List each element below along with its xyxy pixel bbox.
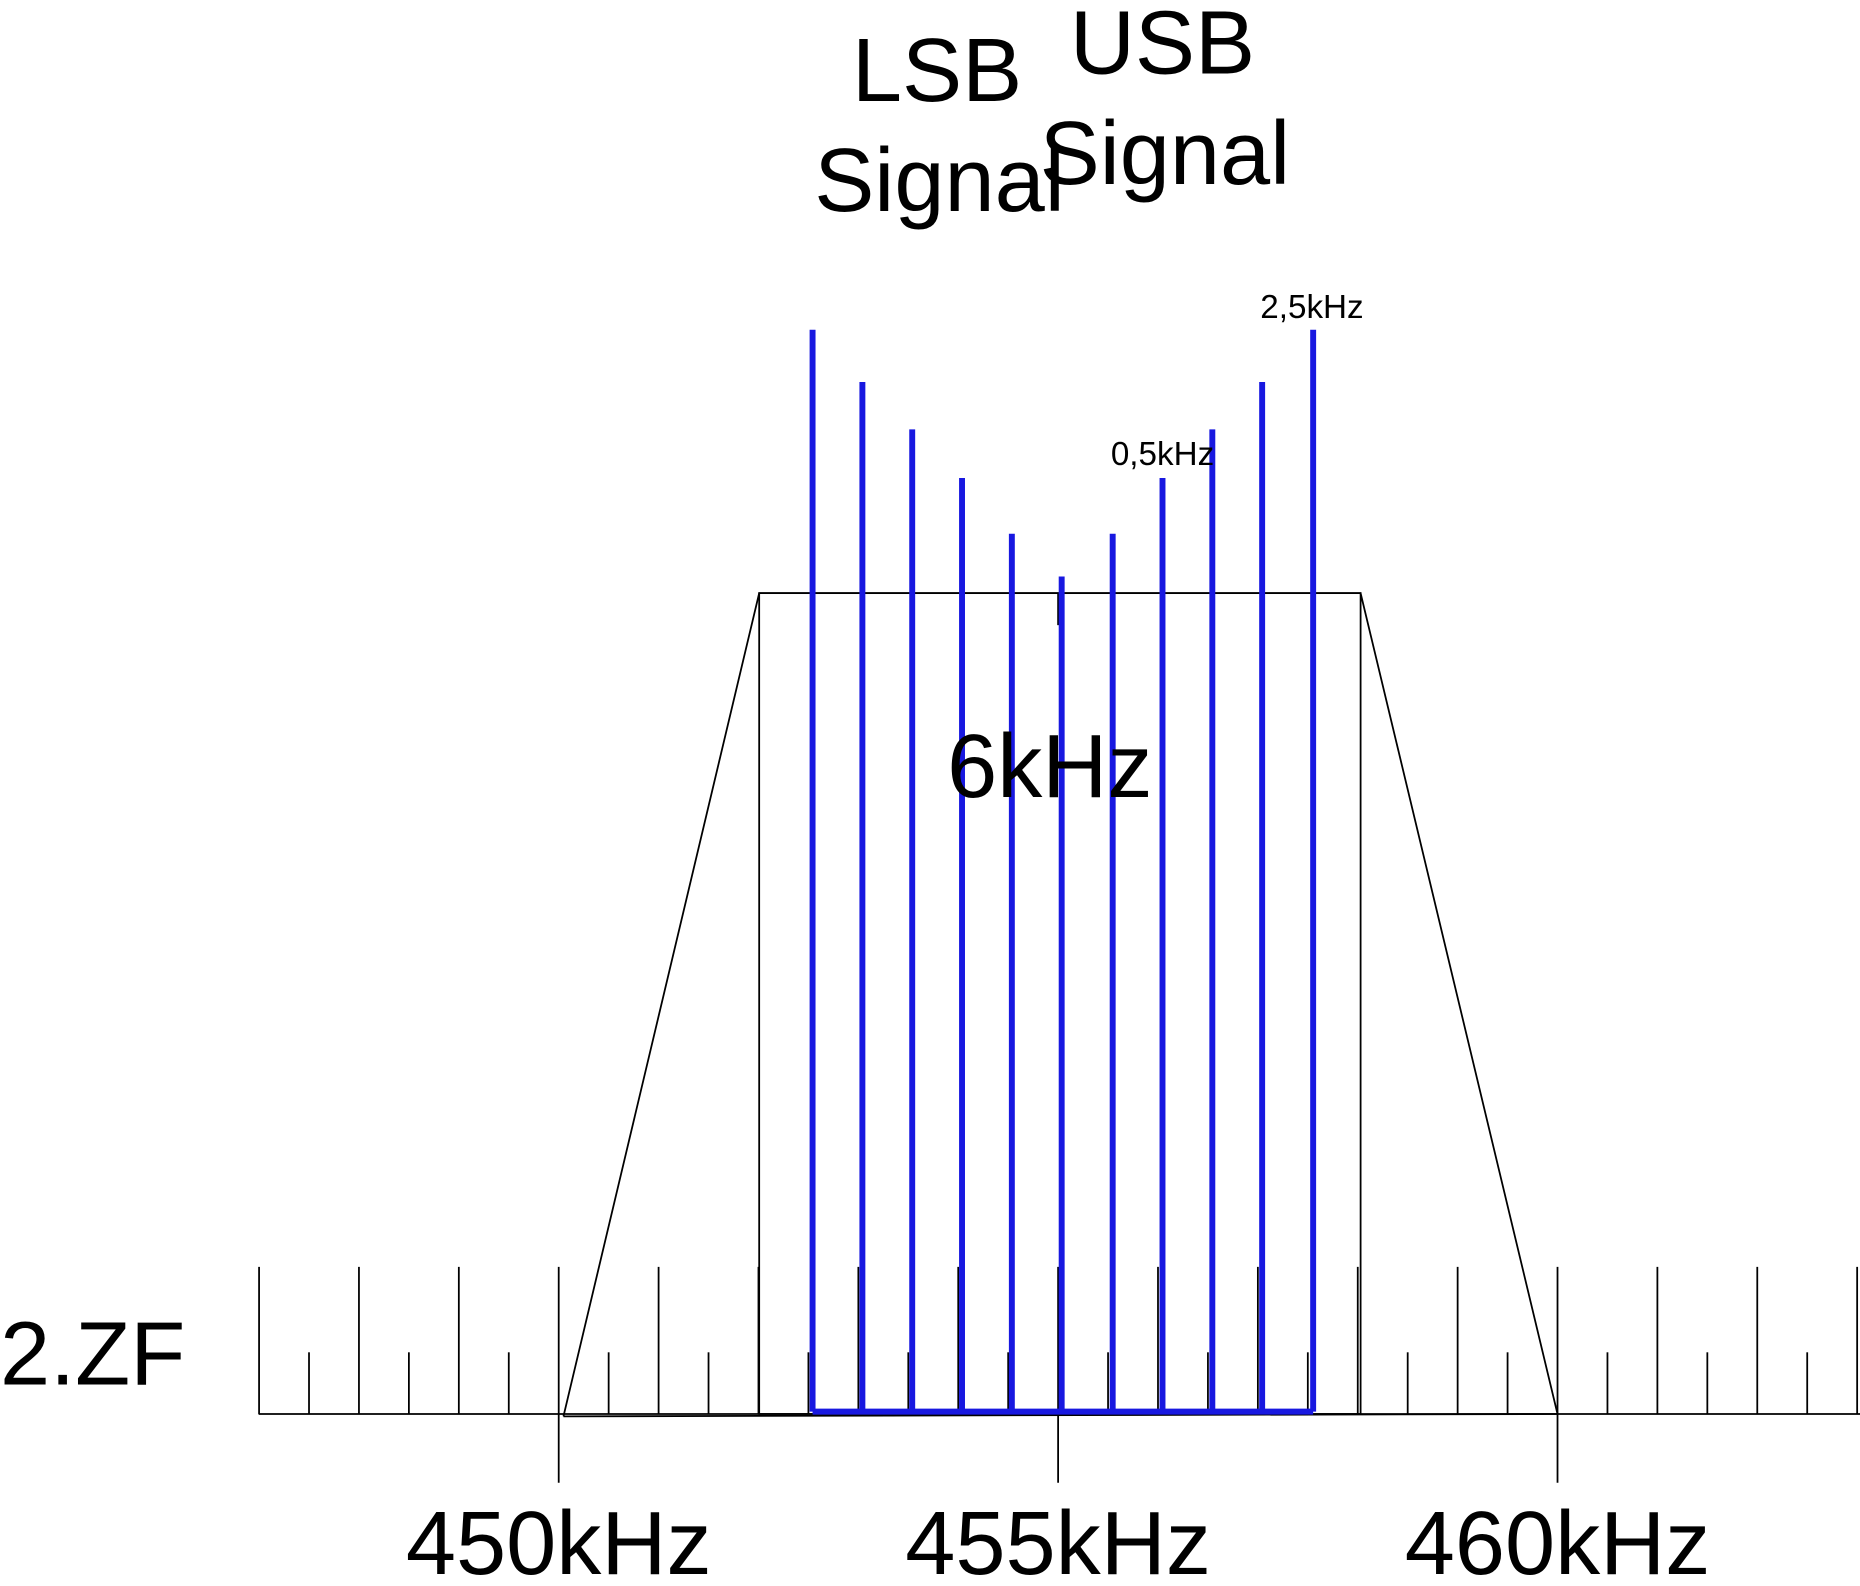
annotation: 0,5kHz <box>1111 436 1214 473</box>
signal-label: Signal <box>814 130 1065 231</box>
bandwidth-label: 6kHz <box>947 716 1152 817</box>
signal-name: LSB <box>852 20 1022 121</box>
signal-label: Signal <box>1040 103 1291 204</box>
axis-label: 455kHz <box>905 1493 1211 1586</box>
frequency-scale <box>258 1266 1859 1483</box>
axis-label: 460kHz <box>1405 1493 1711 1586</box>
axis-name: 2.ZF <box>0 1303 185 1404</box>
annotation: 2,5kHz <box>1260 289 1363 326</box>
axis-label: 450kHz <box>406 1493 712 1586</box>
signal-lines <box>809 329 1317 1415</box>
signal-name: USB <box>1070 0 1255 94</box>
filter-base <box>563 1413 1558 1418</box>
